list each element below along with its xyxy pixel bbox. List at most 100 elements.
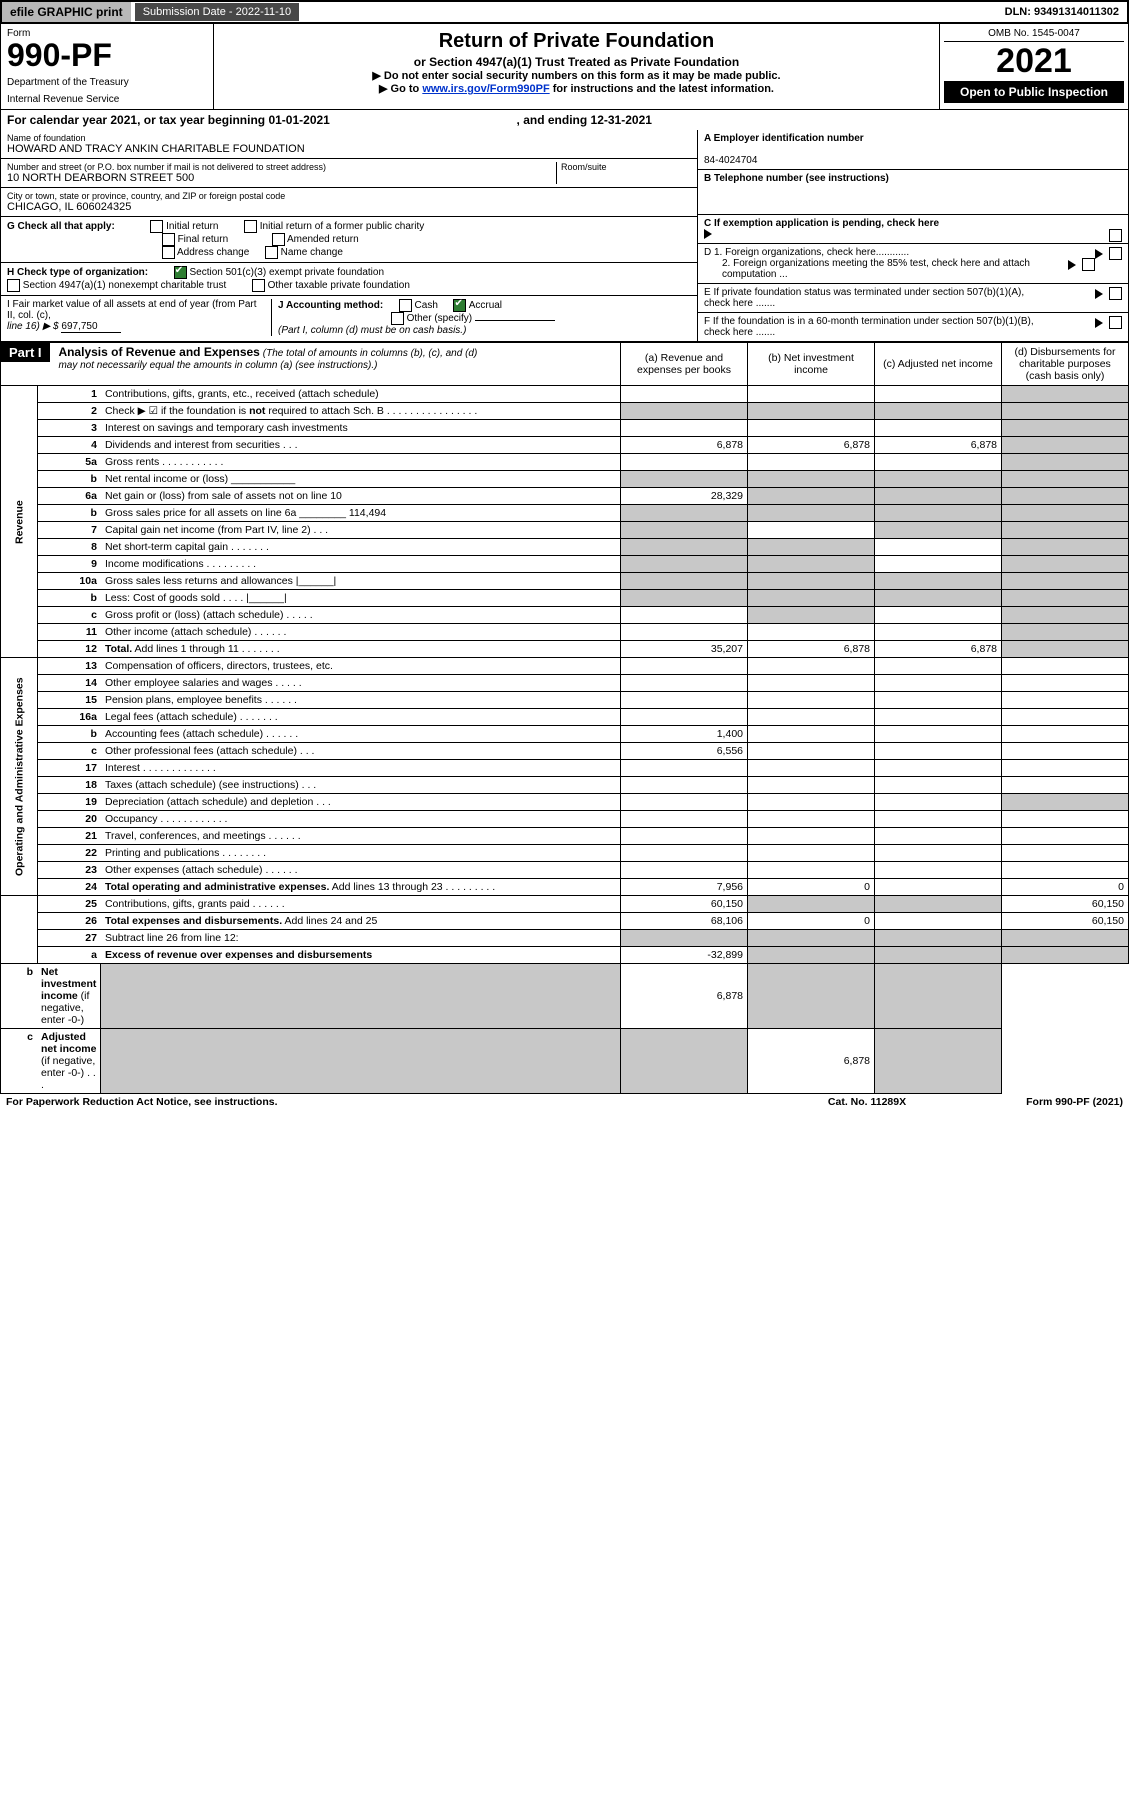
value-cell: 6,878 [621, 964, 748, 1029]
opexp-section-label: Operating and Administrative Expenses [1, 658, 38, 896]
table-row: Revenue1Contributions, gifts, grants, et… [1, 386, 1129, 403]
address-change-checkbox[interactable] [162, 246, 175, 259]
value-cell [748, 828, 875, 845]
cal-pre: For calendar year 2021, or tax year begi… [7, 113, 268, 127]
row-description: Net investment income (if negative, ente… [37, 964, 101, 1029]
value-cell [621, 777, 748, 794]
row-description: Income modifications . . . . . . . . . [101, 556, 621, 573]
street-address: 10 NORTH DEARBORN STREET 500 [7, 172, 556, 184]
f-label: F If the foundation is in a 60-month ter… [704, 316, 1044, 338]
value-cell [1002, 743, 1129, 760]
initial-return-checkbox[interactable] [150, 220, 163, 233]
value-cell [621, 760, 748, 777]
initial-former-checkbox[interactable] [244, 220, 257, 233]
row-description: Depreciation (attach schedule) and deple… [101, 794, 621, 811]
entity-info-block: Name of foundation HOWARD AND TRACY ANKI… [0, 130, 1129, 342]
value-cell [621, 573, 748, 590]
value-cell [621, 539, 748, 556]
value-cell: 60,150 [1002, 913, 1129, 930]
table-row: 21Travel, conferences, and meetings . . … [1, 828, 1129, 845]
row-description: Contributions, gifts, grants, etc., rece… [101, 386, 621, 403]
value-cell [748, 624, 875, 641]
value-cell [1002, 454, 1129, 471]
page-footer: For Paperwork Reduction Act Notice, see … [0, 1094, 1129, 1110]
table-row: 6aNet gain or (loss) from sale of assets… [1, 488, 1129, 505]
value-cell [875, 760, 1002, 777]
value-cell [1002, 794, 1129, 811]
city-cell: City or town, state or province, country… [1, 188, 697, 217]
j-other: Other (specify) [407, 313, 473, 324]
value-cell [1002, 539, 1129, 556]
j-note: (Part I, column (d) must be on cash basi… [278, 325, 466, 336]
irs-label: Internal Revenue Service [7, 94, 207, 105]
row-description: Total. Add lines 1 through 11 . . . . . … [101, 641, 621, 658]
value-cell [748, 658, 875, 675]
form-title: Return of Private Foundation [222, 30, 931, 53]
row-number: 8 [37, 539, 101, 556]
table-row: 19Depreciation (attach schedule) and dep… [1, 794, 1129, 811]
value-cell [1002, 488, 1129, 505]
f-checkbox[interactable] [1109, 316, 1122, 329]
other-method-checkbox[interactable] [391, 312, 404, 325]
other-taxable-checkbox[interactable] [252, 279, 265, 292]
g-opt-0: Initial return [166, 221, 218, 232]
c-cell: C If exemption application is pending, c… [698, 215, 1128, 244]
amended-return-checkbox[interactable] [272, 233, 285, 246]
value-cell [875, 675, 1002, 692]
c-checkbox[interactable] [1109, 229, 1122, 242]
fmv-value: 697,750 [61, 321, 121, 333]
value-cell [875, 454, 1002, 471]
table-row: Operating and Administrative Expenses13C… [1, 658, 1129, 675]
row-description: Other income (attach schedule) . . . . .… [101, 624, 621, 641]
row-number: 22 [37, 845, 101, 862]
table-row: 23Other expenses (attach schedule) . . .… [1, 862, 1129, 879]
value-cell [1002, 675, 1129, 692]
value-cell [621, 454, 748, 471]
value-cell [748, 471, 875, 488]
value-cell [748, 777, 875, 794]
accrual-checkbox[interactable] [453, 299, 466, 312]
value-cell [875, 573, 1002, 590]
cash-checkbox[interactable] [399, 299, 412, 312]
501c3-checkbox[interactable] [174, 266, 187, 279]
value-cell [875, 403, 1002, 420]
irs-link[interactable]: www.irs.gov/Form990PF [422, 83, 549, 95]
part1-table: Part I Analysis of Revenue and Expenses … [0, 342, 1129, 1094]
d2-checkbox[interactable] [1082, 258, 1095, 271]
value-cell [875, 777, 1002, 794]
value-cell [621, 692, 748, 709]
value-cell [875, 420, 1002, 437]
value-cell: 35,207 [621, 641, 748, 658]
value-cell [1002, 811, 1129, 828]
efile-button[interactable]: efile GRAPHIC print [2, 2, 131, 22]
4947-checkbox[interactable] [7, 279, 20, 292]
value-cell [621, 556, 748, 573]
row-description: Total expenses and disbursements. Add li… [101, 913, 621, 930]
row-number: b [37, 590, 101, 607]
name-change-checkbox[interactable] [265, 246, 278, 259]
row-description: Accounting fees (attach schedule) . . . … [101, 726, 621, 743]
value-cell [621, 794, 748, 811]
g-opt-1: Initial return of a former public charit… [260, 221, 425, 232]
value-cell [621, 505, 748, 522]
g-opt-4: Address change [177, 247, 249, 258]
row-number: 25 [37, 896, 101, 913]
value-cell [1002, 947, 1129, 964]
value-cell [748, 386, 875, 403]
d1-checkbox[interactable] [1109, 247, 1122, 260]
row-description: Net rental income or (loss) ___________ [101, 471, 621, 488]
value-cell [1002, 930, 1129, 947]
e-checkbox[interactable] [1109, 287, 1122, 300]
row-number: 14 [37, 675, 101, 692]
row-description: Other professional fees (attach schedule… [101, 743, 621, 760]
row-description: Net gain or (loss) from sale of assets n… [101, 488, 621, 505]
table-row: 14Other employee salaries and wages . . … [1, 675, 1129, 692]
value-cell: 1,400 [621, 726, 748, 743]
final-return-checkbox[interactable] [162, 233, 175, 246]
i-j-row: I Fair market value of all assets at end… [1, 296, 697, 339]
value-cell [1002, 420, 1129, 437]
value-cell [1002, 403, 1129, 420]
value-cell [875, 879, 1002, 896]
row-number: 12 [37, 641, 101, 658]
value-cell: 7,956 [621, 879, 748, 896]
